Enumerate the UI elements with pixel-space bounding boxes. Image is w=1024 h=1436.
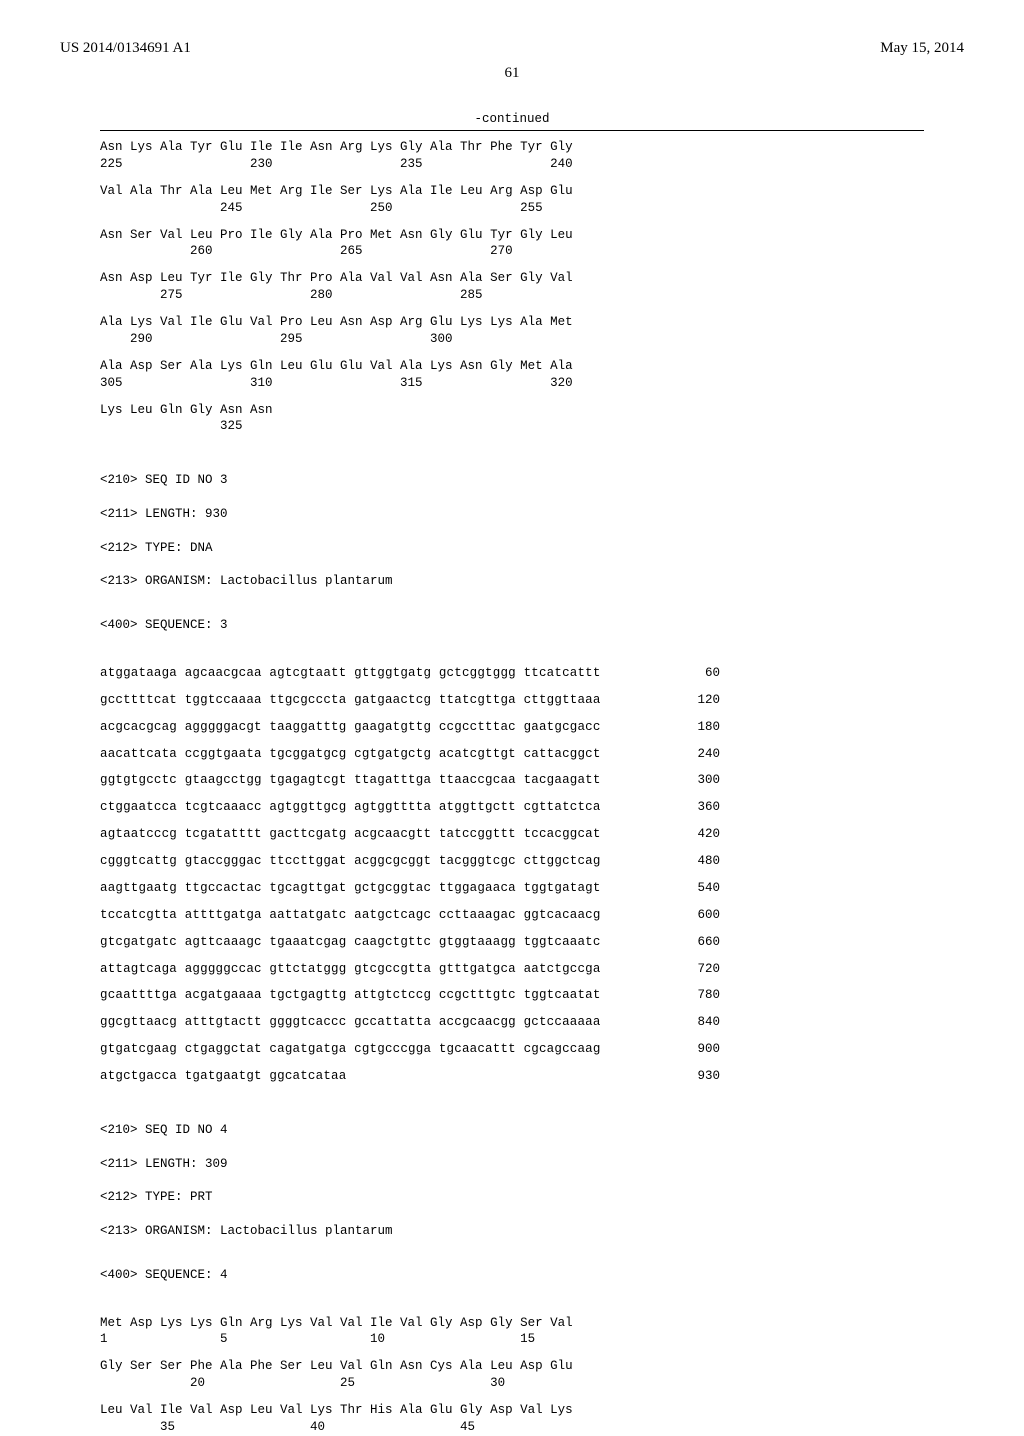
- top-rule: [100, 130, 924, 131]
- dna-sequence: aagttgaatg ttgccactac tgcagttgat gctgcgg…: [100, 880, 601, 897]
- dna-position: 900: [680, 1041, 720, 1058]
- dna-row: atgctgacca tgatgaatgt ggcatcataa 930: [100, 1068, 720, 1085]
- dna-position: 360: [680, 799, 720, 816]
- dna-sequence: ggcgttaacg atttgtactt ggggtcaccc gccatta…: [100, 1014, 601, 1031]
- dna-position: 300: [680, 772, 720, 789]
- protein-position-row: 325: [100, 418, 924, 435]
- dna-row: ggtgtgcctc gtaagcctgg tgagagtcgt ttagatt…: [100, 772, 720, 789]
- dna-position: 660: [680, 934, 720, 951]
- seq3-id: <210> SEQ ID NO 3: [100, 472, 924, 489]
- dna-position: 840: [680, 1014, 720, 1031]
- seq3-type: <212> TYPE: DNA: [100, 540, 924, 557]
- protein-aa-row: Asn Asp Leu Tyr Ile Gly Thr Pro Ala Val …: [100, 270, 924, 287]
- dna-sequence: aacattcata ccggtgaata tgcggatgcg cgtgatg…: [100, 746, 601, 763]
- dna-sequence: gtgatcgaag ctgaggctat cagatgatga cgtgccc…: [100, 1041, 601, 1058]
- dna-position: 540: [680, 880, 720, 897]
- protein-position-row: 20 25 30: [100, 1375, 924, 1392]
- seq4-metadata: <210> SEQ ID NO 4 <211> LENGTH: 309 <212…: [100, 1105, 924, 1301]
- dna-position: 600: [680, 907, 720, 924]
- protein-position-row: 290 295 300: [100, 331, 924, 348]
- protein-aa-row: Val Ala Thr Ala Leu Met Arg Ile Ser Lys …: [100, 183, 924, 200]
- seq4-organism: <213> ORGANISM: Lactobacillus plantarum: [100, 1223, 924, 1240]
- dna-position: 180: [680, 719, 720, 736]
- protein-aa-row: Met Asp Lys Lys Gln Arg Lys Val Val Ile …: [100, 1315, 924, 1332]
- seq3-metadata: <210> SEQ ID NO 3 <211> LENGTH: 930 <212…: [100, 455, 924, 651]
- dna-position: 930: [680, 1068, 720, 1085]
- protein-aa-row: Leu Val Ile Val Asp Leu Val Lys Thr His …: [100, 1402, 924, 1419]
- dna-row: gtcgatgatc agttcaaagc tgaaatcgag caagctg…: [100, 934, 720, 951]
- dna-row: cgggtcattg gtaccgggac ttccttggat acggcgc…: [100, 853, 720, 870]
- protein-position-row: 1 5 10 15: [100, 1331, 924, 1348]
- protein-position-row: 245 250 255: [100, 200, 924, 217]
- dna-row: aacattcata ccggtgaata tgcggatgcg cgtgatg…: [100, 746, 720, 763]
- protein-aa-row: Asn Ser Val Leu Pro Ile Gly Ala Pro Met …: [100, 227, 924, 244]
- protein-sequence-block-1: Asn Lys Ala Tyr Glu Ile Ile Asn Arg Lys …: [100, 139, 924, 435]
- dna-sequence: cgggtcattg gtaccgggac ttccttggat acggcgc…: [100, 853, 601, 870]
- dna-position: 60: [680, 665, 720, 682]
- seq3-sequence-tag: <400> SEQUENCE: 3: [100, 617, 924, 634]
- dna-position: 480: [680, 853, 720, 870]
- dna-row: atggataaga agcaacgcaa agtcgtaatt gttggtg…: [100, 665, 720, 682]
- continued-label: -continued: [60, 112, 964, 126]
- dna-sequence: acgcacgcag agggggacgt taaggatttg gaagatg…: [100, 719, 601, 736]
- dna-row: ctggaatcca tcgtcaaacc agtggttgcg agtggtt…: [100, 799, 720, 816]
- protein-aa-row: Ala Lys Val Ile Glu Val Pro Leu Asn Asp …: [100, 314, 924, 331]
- dna-position: 240: [680, 746, 720, 763]
- page-header: US 2014/0134691 A1 May 15, 2014: [60, 40, 964, 57]
- dna-position: 780: [680, 987, 720, 1004]
- dna-row: tccatcgtta attttgatga aattatgatc aatgctc…: [100, 907, 720, 924]
- protein-aa-row: Ala Asp Ser Ala Lys Gln Leu Glu Glu Val …: [100, 358, 924, 375]
- dna-row: gcaattttga acgatgaaaa tgctgagttg attgtct…: [100, 987, 720, 1004]
- dna-row: gccttttcat tggtccaaaa ttgcgcccta gatgaac…: [100, 692, 720, 709]
- protein-position-row: 275 280 285: [100, 287, 924, 304]
- seq4-length: <211> LENGTH: 309: [100, 1156, 924, 1173]
- protein-sequence-block-2: Met Asp Lys Lys Gln Arg Lys Val Val Ile …: [100, 1315, 924, 1436]
- patent-date: May 15, 2014: [880, 40, 964, 57]
- dna-sequence: atgctgacca tgatgaatgt ggcatcataa: [100, 1068, 346, 1085]
- dna-row: gtgatcgaag ctgaggctat cagatgatga cgtgccc…: [100, 1041, 720, 1058]
- seq4-id: <210> SEQ ID NO 4: [100, 1122, 924, 1139]
- dna-position: 420: [680, 826, 720, 843]
- seq4-sequence-tag: <400> SEQUENCE: 4: [100, 1267, 924, 1284]
- dna-sequence-block: atggataaga agcaacgcaa agtcgtaatt gttggtg…: [100, 665, 924, 1085]
- seq3-organism: <213> ORGANISM: Lactobacillus plantarum: [100, 573, 924, 590]
- protein-position-row: 305 310 315 320: [100, 375, 924, 392]
- dna-position: 120: [680, 692, 720, 709]
- dna-row: agtaatcccg tcgatatttt gacttcgatg acgcaac…: [100, 826, 720, 843]
- protein-aa-row: Asn Lys Ala Tyr Glu Ile Ile Asn Arg Lys …: [100, 139, 924, 156]
- dna-row: acgcacgcag agggggacgt taaggatttg gaagatg…: [100, 719, 720, 736]
- protein-position-row: 260 265 270: [100, 243, 924, 260]
- patent-number: US 2014/0134691 A1: [60, 40, 191, 57]
- dna-sequence: gccttttcat tggtccaaaa ttgcgcccta gatgaac…: [100, 692, 601, 709]
- dna-sequence: atggataaga agcaacgcaa agtcgtaatt gttggtg…: [100, 665, 601, 682]
- seq3-length: <211> LENGTH: 930: [100, 506, 924, 523]
- dna-row: aagttgaatg ttgccactac tgcagttgat gctgcgg…: [100, 880, 720, 897]
- dna-sequence: gtcgatgatc agttcaaagc tgaaatcgag caagctg…: [100, 934, 601, 951]
- page-number: 61: [60, 65, 964, 82]
- protein-position-row: 225 230 235 240: [100, 156, 924, 173]
- dna-sequence: ctggaatcca tcgtcaaacc agtggttgcg agtggtt…: [100, 799, 601, 816]
- protein-position-row: 35 40 45: [100, 1419, 924, 1436]
- dna-row: ggcgttaacg atttgtactt ggggtcaccc gccatta…: [100, 1014, 720, 1031]
- dna-sequence: ggtgtgcctc gtaagcctgg tgagagtcgt ttagatt…: [100, 772, 601, 789]
- protein-aa-row: Lys Leu Gln Gly Asn Asn: [100, 402, 924, 419]
- dna-sequence: gcaattttga acgatgaaaa tgctgagttg attgtct…: [100, 987, 601, 1004]
- dna-row: attagtcaga agggggccac gttctatggg gtcgccg…: [100, 961, 720, 978]
- dna-sequence: agtaatcccg tcgatatttt gacttcgatg acgcaac…: [100, 826, 601, 843]
- dna-position: 720: [680, 961, 720, 978]
- seq4-type: <212> TYPE: PRT: [100, 1189, 924, 1206]
- protein-aa-row: Gly Ser Ser Phe Ala Phe Ser Leu Val Gln …: [100, 1358, 924, 1375]
- dna-sequence: tccatcgtta attttgatga aattatgatc aatgctc…: [100, 907, 601, 924]
- dna-sequence: attagtcaga agggggccac gttctatggg gtcgccg…: [100, 961, 601, 978]
